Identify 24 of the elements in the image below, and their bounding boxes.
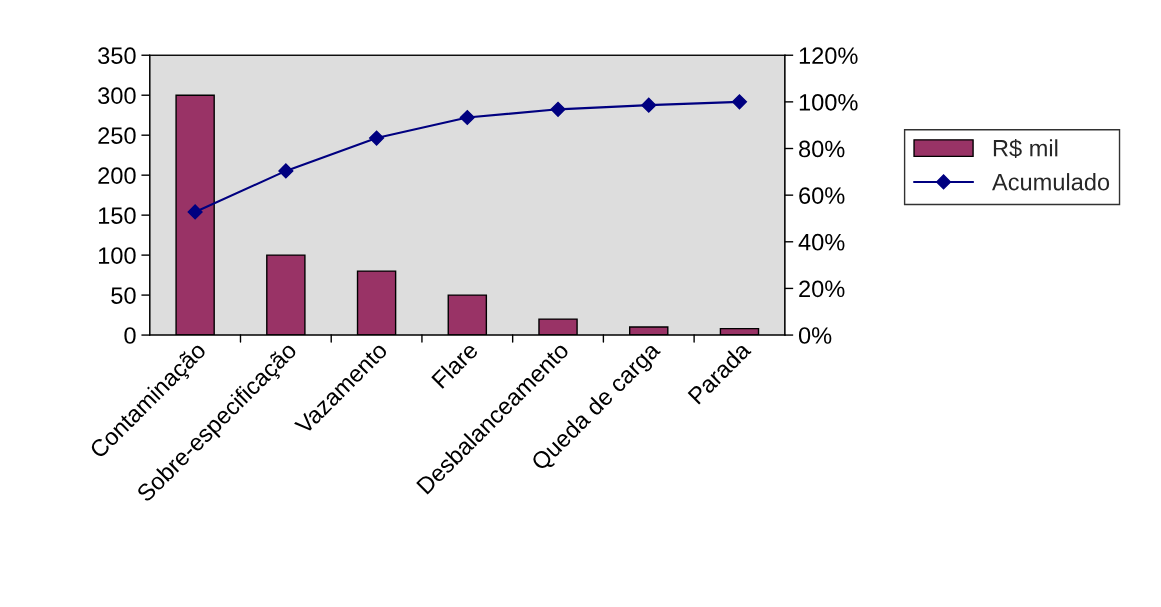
y2-tick-label: 40% bbox=[798, 233, 845, 251]
y2-tick-label: 0% bbox=[798, 327, 832, 344]
y-tick-label: 150 bbox=[98, 207, 136, 224]
y2-tick-label: 100% bbox=[799, 93, 858, 111]
point bbox=[731, 94, 748, 110]
point bbox=[278, 163, 294, 179]
point bbox=[550, 101, 566, 117]
y-tick-label: 0 bbox=[124, 327, 136, 344]
y-tick-label: 50 bbox=[111, 287, 136, 304]
y2-tick-label: 60% bbox=[799, 187, 845, 204]
y-tick-label: 350 bbox=[98, 47, 136, 65]
point bbox=[459, 109, 475, 126]
point bbox=[369, 130, 385, 146]
legend-label: R$ mil bbox=[993, 138, 1058, 158]
y2-tick-label: 80% bbox=[799, 140, 845, 158]
point bbox=[641, 97, 657, 113]
y2-tick-label: 120% bbox=[799, 47, 858, 65]
y-tick-label: 250 bbox=[98, 127, 136, 144]
y2-tick-label: 20% bbox=[799, 280, 845, 298]
y-tick-label: 300 bbox=[98, 87, 136, 104]
legend-label: Acumulado bbox=[992, 173, 1110, 191]
y-tick-label: 100 bbox=[98, 247, 136, 264]
y-tick-label: 200 bbox=[98, 167, 136, 184]
point bbox=[187, 204, 203, 220]
